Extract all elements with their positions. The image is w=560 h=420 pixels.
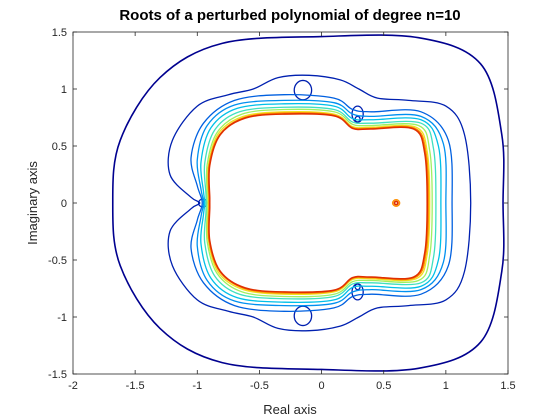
y-tick-label: -1: [57, 312, 67, 324]
contour-line-4-0: [196, 99, 447, 307]
contour-level-5: [200, 103, 442, 303]
y-tick-label: -0.5: [48, 255, 67, 267]
y-tick-label: 1: [61, 84, 67, 96]
x-tick-label: 1: [443, 380, 449, 392]
contour-level-3: [190, 93, 453, 313]
y-tick-label: 0.5: [52, 141, 67, 153]
x-tick-label: -2: [68, 380, 78, 392]
contour-level-7: [205, 108, 433, 298]
contour-lines: [111, 34, 505, 372]
contour-level-4: [196, 99, 447, 307]
x-tick-label: -0.5: [250, 380, 269, 392]
x-tick-label: 1.5: [500, 380, 515, 392]
y-tick-label: 0: [61, 198, 67, 210]
contour-line-7-0: [205, 108, 433, 298]
chart-title: Roots of a perturbed polynomial of degre…: [119, 7, 460, 24]
x-tick-label: -1: [192, 380, 202, 392]
contour-level-2: [167, 74, 472, 332]
x-tick-label: -1.5: [126, 380, 145, 392]
contour-level-10: [208, 113, 429, 293]
contour-level-1: [111, 34, 505, 372]
contour-level-6: [203, 106, 437, 300]
y-axis-label: Imaginary axis: [25, 161, 40, 245]
contour-line-3-0: [190, 93, 453, 313]
contour-line-1-0: [111, 34, 505, 372]
y-tick-label: 1.5: [52, 27, 67, 39]
x-tick-label: 0.5: [376, 380, 391, 392]
plot-area: [73, 32, 508, 374]
x-tick-label: 0: [319, 380, 325, 392]
y-axis-ticks: -1.5 -1 -0.5 0 0.5 1 1.5: [48, 27, 508, 381]
contour-loop-9-1: [391, 199, 401, 207]
x-axis-label: Real axis: [263, 402, 317, 417]
x-axis-ticks: -2 -1.5 -1 -0.5 0 0.5 1 1.5: [68, 32, 516, 392]
contour-line-5-0: [200, 103, 442, 303]
contour-loop-10-1: [393, 200, 399, 206]
contour-line-6-0: [203, 106, 437, 300]
contour-line-10-0: [208, 113, 429, 293]
contour-line-2-0: [167, 74, 472, 332]
y-tick-label: -1.5: [48, 369, 67, 381]
